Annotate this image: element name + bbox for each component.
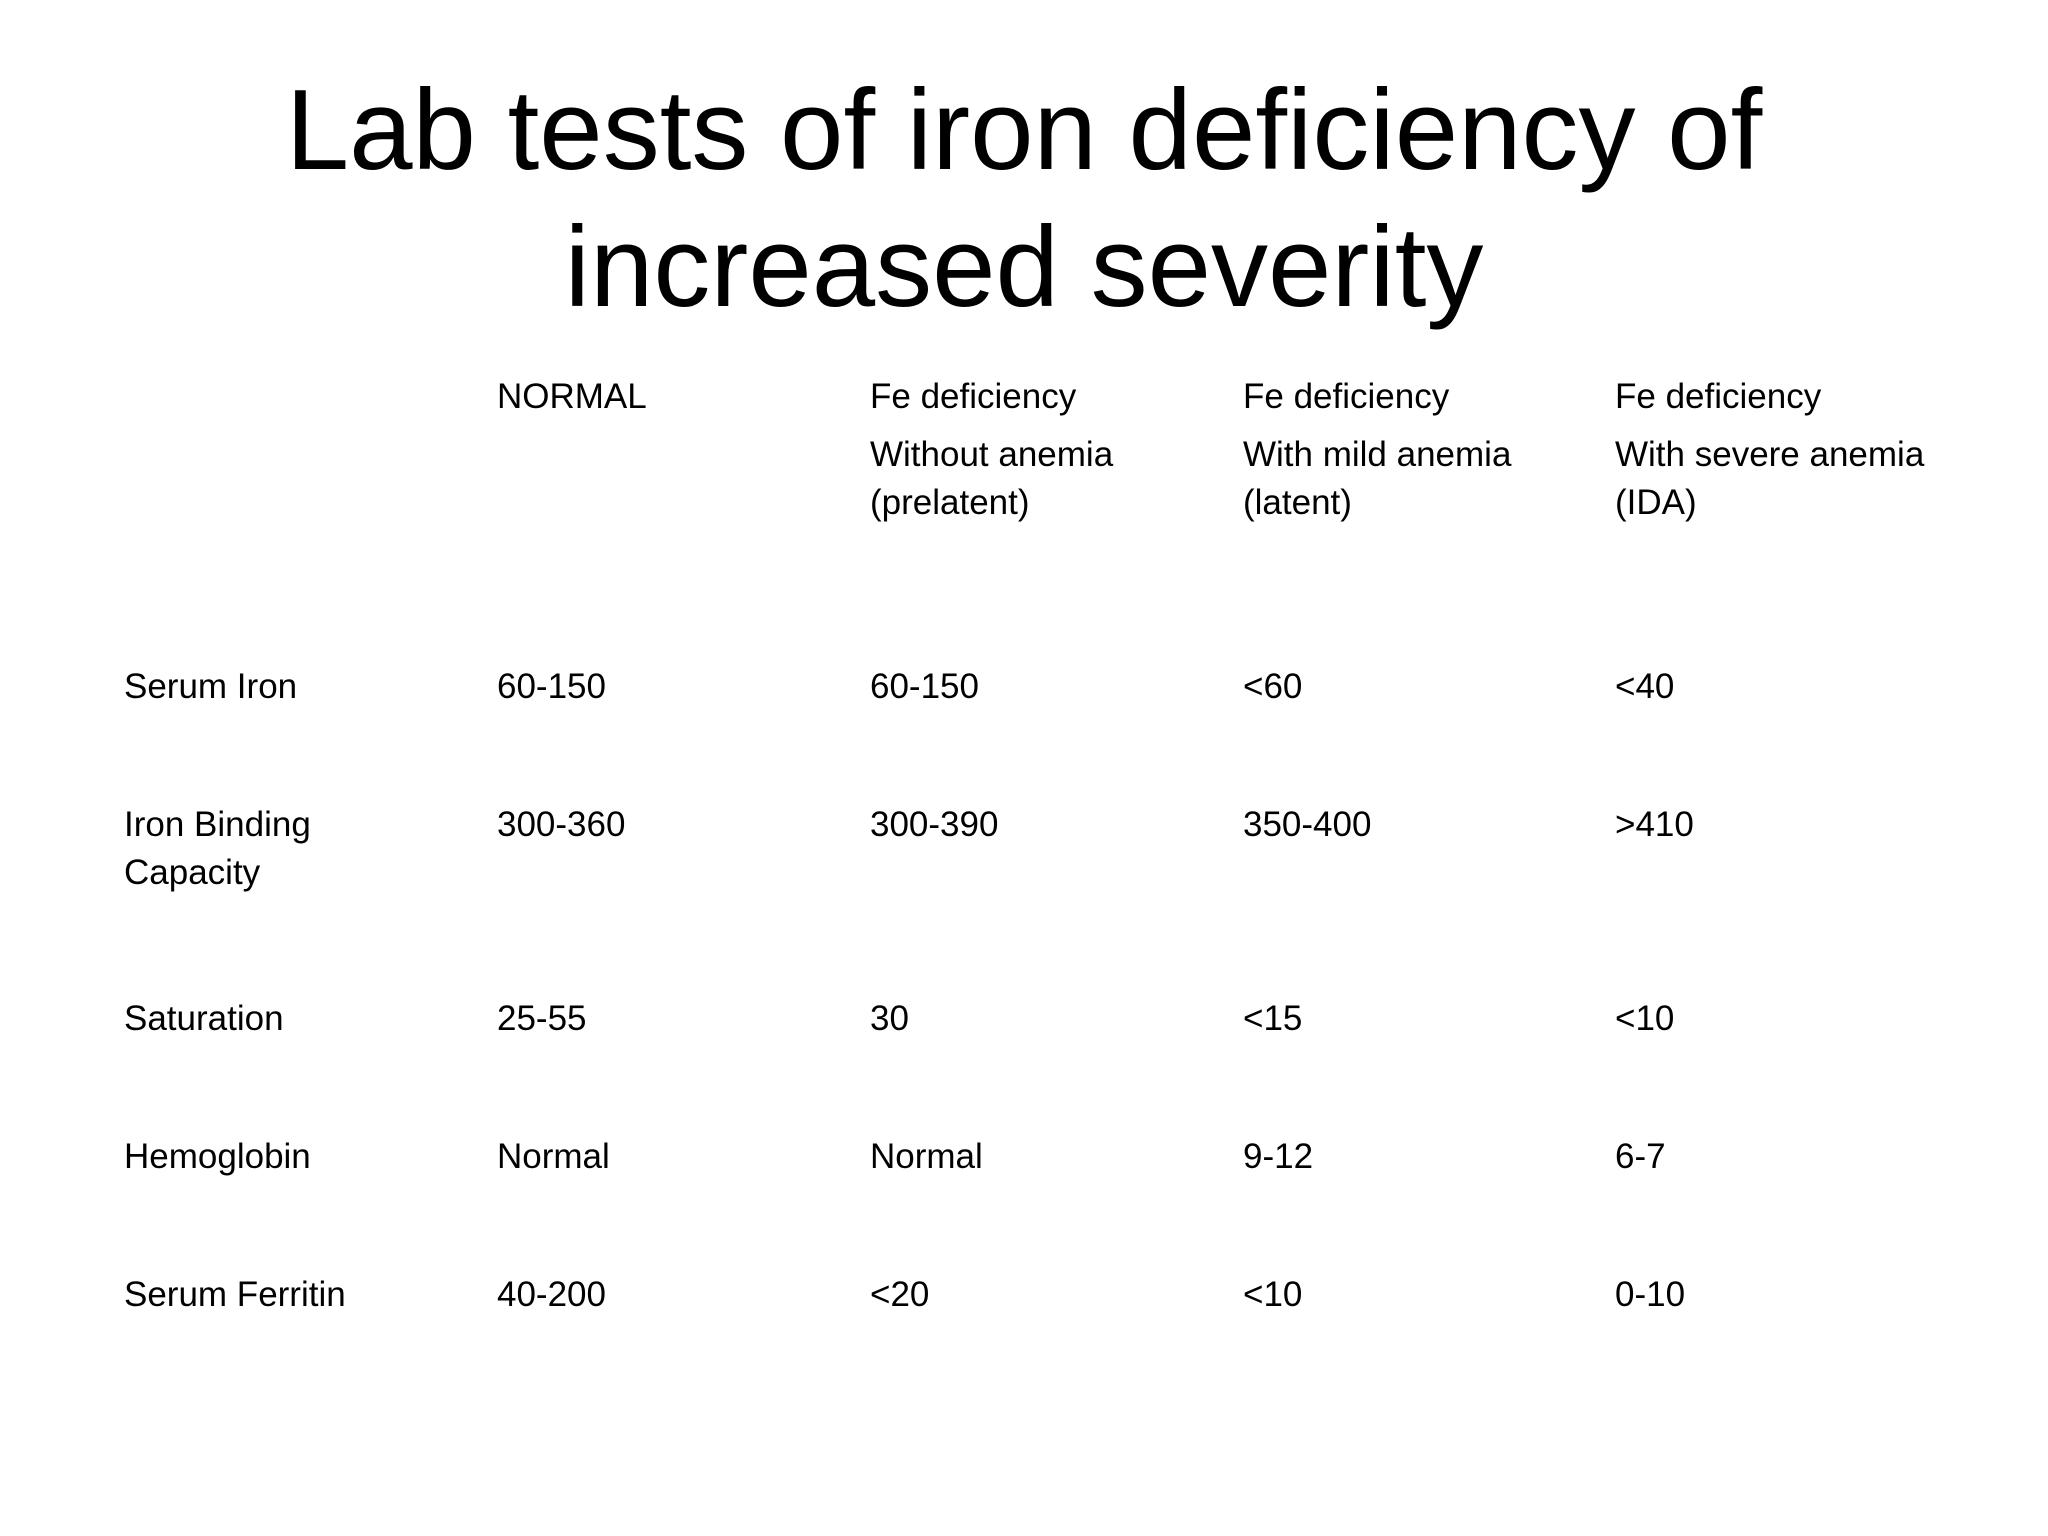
column-header-line-1: NORMAL [497,377,647,416]
table-cell: <15 [1243,999,1303,1038]
column-header-mild-anemia: Fe deficiency With mild anemia (latent) [1243,373,1511,527]
column-header-line-2: With mild anemia [1243,435,1512,474]
table-cell: >410 [1615,805,1694,844]
slide-title: Lab tests of iron deficiency of increase… [124,62,1924,336]
column-header-line-1: Fe deficiency [870,377,1077,416]
row-label-line-1: Saturation [124,999,284,1038]
column-header-line-1: Fe deficiency [1243,377,1450,416]
table-cell: 25-55 [497,999,587,1038]
table-cell: 300-360 [497,805,626,844]
table-cell: 9-12 [1243,1137,1314,1176]
column-header-line-3: (prelatent) [870,483,1030,522]
row-label-serum-iron: Serum Iron [124,663,297,711]
column-header-severe-anemia: Fe deficiency With severe anemia (IDA) [1615,373,1924,527]
column-header-line-3: (latent) [1243,483,1352,522]
column-header-line-2: With severe anemia [1615,435,1925,474]
table-cell: 0-10 [1615,1275,1686,1314]
table-cell: 300-390 [870,805,999,844]
column-header-without-anemia: Fe deficiency Without anemia (prelatent) [870,373,1113,527]
row-label-line-1: Iron Binding [124,805,311,844]
row-label-line-1: Hemoglobin [124,1137,311,1176]
slide-title-line-1: Lab tests of iron deficiency of [285,67,1763,194]
table-cell: <60 [1243,667,1303,706]
column-header-line-1: Fe deficiency [1615,377,1822,416]
table-cell: Normal [497,1137,610,1176]
row-label-saturation: Saturation [124,995,284,1043]
row-label-line-2: Capacity [124,853,261,892]
table-cell: 350-400 [1243,805,1372,844]
row-label-hemoglobin: Hemoglobin [124,1133,311,1181]
table-cell: 60-150 [497,667,606,706]
table-cell: <10 [1243,1275,1303,1314]
row-label-line-1: Serum Ferritin [124,1275,346,1314]
column-header-normal: NORMAL [497,373,647,421]
row-label-iron-binding-capacity: Iron Binding Capacity [124,801,311,897]
table-cell: 60-150 [870,667,979,706]
slide-title-line-2: increased severity [564,204,1484,331]
row-label-line-1: Serum Iron [124,667,298,706]
table-cell: 30 [870,999,909,1038]
column-header-line-3: (IDA) [1615,483,1697,522]
table-cell: <10 [1615,999,1675,1038]
row-label-serum-ferritin: Serum Ferritin [124,1271,346,1319]
table-cell: <40 [1615,667,1675,706]
table-cell: <20 [870,1275,930,1314]
table-cell: 40-200 [497,1275,606,1314]
table-cell: Normal [870,1137,983,1176]
column-header-line-2: Without anemia [870,435,1114,474]
table-cell: 6-7 [1615,1137,1666,1176]
